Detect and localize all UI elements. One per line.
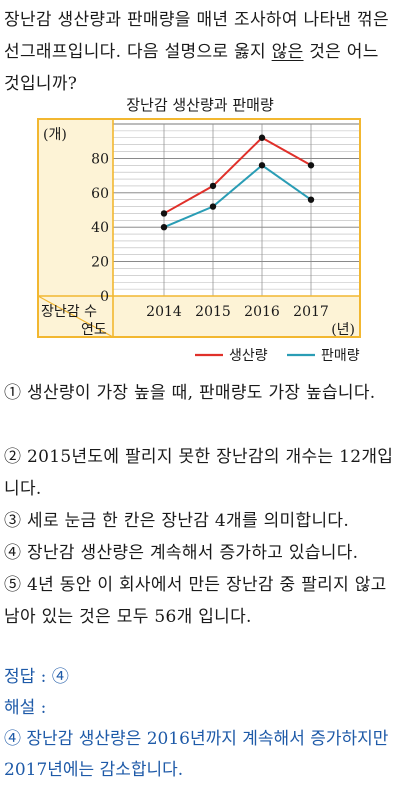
corner-label-top: 장난감 수: [41, 304, 97, 320]
data-point: [160, 224, 168, 231]
data-point: [209, 203, 217, 210]
corner-diagonal: [37, 295, 114, 338]
chart-title: 장난감 생산량과 판매량: [126, 96, 274, 114]
option-3: ③ 세로 눈금 한 칸은 장난감 4개를 의미합니다.: [4, 511, 350, 531]
x-tick-label: 2017: [293, 304, 329, 320]
series-line-판매량: [163, 164, 312, 229]
question-text: 장난감 생산량과 판매량을 매년 조사하여 나타낸 꺾은선그래프입니다. 다음 …: [4, 4, 398, 100]
legend-label: 생산량: [229, 348, 268, 364]
y-axis-unit: (개): [43, 127, 67, 143]
data-point: [209, 182, 217, 190]
data-point: [307, 196, 315, 203]
label-column-bg: [38, 119, 113, 337]
explanation-label: 해설 :: [4, 698, 47, 718]
x-tick-label: 2016: [244, 304, 280, 320]
x-tick-label: 2014: [146, 304, 182, 320]
option-1: ① 생산량이 가장 높을 때, 판매량도 가장 높습니다.: [4, 383, 376, 403]
x-tick-label: 2015: [195, 304, 231, 320]
question-underlined: 않은: [271, 42, 304, 62]
option-4: ④ 장난감 생산량은 계속해서 증가하고 있습니다.: [4, 543, 359, 563]
line-chart: 0 20 40 60 80 (개) 장난감 수연도 2014 2015 2016 2017(년) 생산…: [37, 118, 361, 364]
data-point: [307, 162, 315, 169]
question-part: 것은 어느 것입니까?: [4, 42, 379, 94]
option-2: ② 2015년도에 팔리지 못한 장난감의 개수는 12개입니다.: [4, 447, 394, 499]
y-tick-label: 20: [91, 255, 109, 271]
y-tick-label: 40: [91, 220, 109, 236]
data-point: [160, 210, 168, 217]
data-point: [258, 162, 266, 169]
answer-label: 정답 : ④: [4, 667, 69, 687]
series-line-생산량: [163, 136, 312, 215]
x-label-row-bg: [113, 296, 360, 337]
y-tick-label: 60: [91, 186, 109, 202]
explanation-text: ④ 장난감 생산량은 2016년까지 계속해서 증가하지만 2017년에는 감소…: [4, 729, 389, 780]
y-tick-label: 0: [100, 289, 109, 305]
y-tick-label: 80: [91, 151, 109, 167]
option-5: ⑤ 4년 동안 이 회사에서 만든 장난감 중 팔리지 않고 남아 있는 것은 …: [4, 575, 387, 627]
legend-label: 판매량: [321, 348, 360, 364]
data-point: [258, 134, 266, 141]
x-axis-unit: (년): [331, 322, 355, 338]
question-part: 장난감 생산량과 판매량을 매년 조사하여 나타낸 꺾은선그래프입니다. 다음 …: [4, 10, 389, 62]
chart-frame: [37, 118, 361, 338]
corner-label-bottom: 연도: [81, 322, 107, 338]
